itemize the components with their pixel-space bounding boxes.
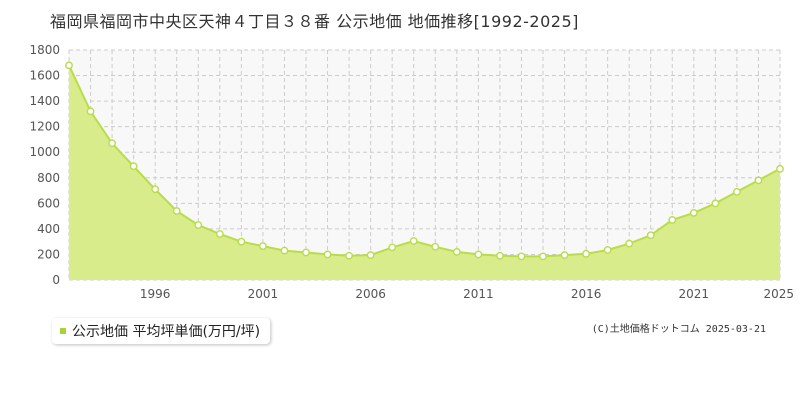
data-point (646, 231, 655, 240)
x-axis-ticks: 1996 2001 2006 2011 2016 2021 2025 (140, 287, 794, 301)
data-point (323, 250, 332, 259)
x-tick-label: 1996 (140, 287, 171, 301)
y-tick-label: 1200 (29, 120, 60, 134)
data-point (237, 237, 246, 246)
data-point (539, 252, 547, 261)
data-point (582, 249, 590, 258)
data-point (474, 250, 483, 259)
y-tick-label: 600 (37, 196, 60, 210)
x-tick-label: 2025 (763, 287, 794, 301)
data-point (65, 61, 73, 70)
data-point (431, 242, 440, 251)
data-point (280, 246, 289, 255)
data-point (172, 207, 181, 215)
data-point (366, 251, 375, 259)
data-point (388, 243, 397, 252)
legend: 公示地価 平均坪単価(万円/坪) (52, 318, 271, 344)
series-area (69, 65, 780, 280)
data-point (668, 216, 677, 224)
data-point (302, 248, 310, 257)
data-point (517, 252, 526, 261)
data-point (215, 230, 224, 238)
y-tick-label: 0 (52, 273, 60, 287)
legend-label: 公示地価 平均坪単価(万円/坪) (72, 324, 261, 340)
copyright-text: (C)土地価格ドットコム 2025-03-21 (591, 324, 766, 335)
y-tick-label: 1400 (29, 94, 60, 108)
data-point (496, 251, 504, 260)
x-tick-label: 2001 (248, 287, 279, 301)
data-point (345, 251, 353, 260)
x-tick-label: 2011 (463, 287, 494, 301)
series-markers (65, 61, 784, 261)
data-point (151, 185, 160, 194)
data-point (625, 239, 634, 248)
y-tick-label: 200 (37, 247, 60, 261)
x-tick-label: 2016 (571, 287, 602, 301)
data-point (560, 251, 569, 259)
y-tick-label: 800 (37, 171, 60, 185)
y-axis-ticks: 0 200 400 600 800 1000 1200 1400 1600 1800 (29, 43, 60, 287)
y-tick-label: 1800 (29, 43, 60, 57)
legend-swatch (60, 328, 66, 334)
data-point (452, 247, 461, 256)
data-point (733, 187, 741, 196)
data-point (129, 162, 138, 171)
data-point (194, 221, 203, 229)
data-point (603, 246, 612, 254)
data-point (754, 176, 763, 185)
data-point (108, 139, 116, 148)
y-tick-label: 400 (37, 222, 60, 236)
y-tick-label: 1000 (29, 145, 60, 159)
data-point (711, 199, 720, 208)
data-point (776, 164, 784, 173)
x-tick-label: 2006 (355, 287, 386, 301)
y-tick-label: 1600 (29, 69, 60, 83)
x-tick-label: 2021 (679, 287, 710, 301)
chart-title: 福岡県福岡市中央区天神４丁目３８番 公示地価 地価推移[1992-2025] (50, 12, 579, 31)
data-point (409, 237, 418, 245)
data-point (259, 242, 267, 251)
series-line (68, 64, 781, 258)
data-point (86, 107, 95, 116)
data-point (689, 209, 698, 217)
